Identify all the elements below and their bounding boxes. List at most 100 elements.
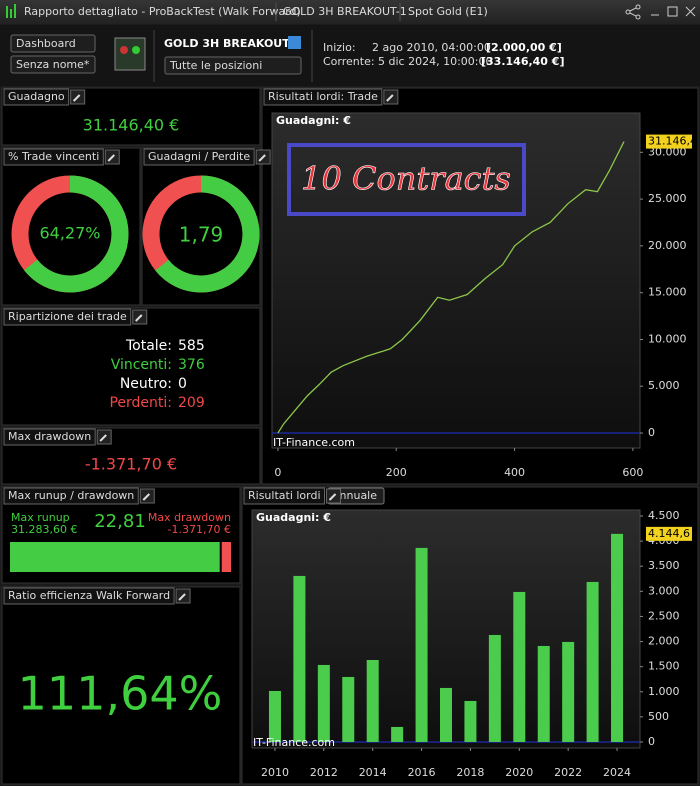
- y-tick-label: 0: [648, 426, 655, 439]
- equity-line: [277, 141, 625, 434]
- window-title: Rapporto dettagliato - ProBackTest (Walk…: [24, 5, 301, 18]
- annotation-box: [287, 143, 526, 216]
- last-value-label: 4.144,6: [648, 527, 690, 540]
- wrench-icon: [72, 94, 81, 102]
- x-tick-label: 2010: [261, 766, 289, 779]
- wrench-icon: [258, 154, 266, 162]
- annotation: 10 Contracts: [301, 160, 511, 198]
- y-tick-label: 10.000: [648, 332, 687, 345]
- x-tick-label: 2024: [603, 766, 631, 779]
- capital: [33.146,40 €]: [481, 55, 564, 68]
- plot-area: [271, 112, 641, 449]
- system-icon[interactable]: [114, 37, 146, 71]
- tab[interactable]: GOLD 3H BREAKOUT-1: [283, 5, 407, 18]
- drawdown-value: -1.371,70 €: [85, 455, 177, 474]
- panel-title: Max runup / drawdown: [8, 489, 134, 502]
- x-tick-label: 400: [504, 466, 525, 479]
- row-value: 585: [178, 338, 205, 354]
- bar: [464, 700, 477, 742]
- x-tick-label: 2020: [505, 766, 533, 779]
- dropdown-label: Senza nome*: [16, 58, 90, 71]
- last-value-label: 31.146,4: [648, 135, 697, 148]
- x-tick-label: 2012: [310, 766, 338, 779]
- bar: [513, 591, 526, 742]
- y-tick-label: 2.000: [648, 635, 680, 648]
- y-tick-label: 500: [648, 710, 669, 723]
- dropdown[interactable]: [164, 56, 302, 75]
- y-tick-label: 0: [648, 735, 655, 748]
- panel-title-box: [143, 148, 255, 166]
- last-value-box: [646, 526, 692, 541]
- y-tick-label: 3.500: [648, 559, 680, 572]
- panel-title: Risultati lordi: [248, 489, 321, 502]
- runup-bar: [10, 542, 220, 572]
- watermark: IT-Finance.com: [253, 736, 335, 749]
- donut-label: 64,27%: [39, 224, 100, 243]
- bar: [391, 726, 404, 742]
- ratio: 22,81: [94, 511, 146, 532]
- row-value: 209: [178, 395, 205, 411]
- bar: [586, 581, 599, 742]
- wrench-icon: [178, 593, 186, 601]
- dropdown[interactable]: [10, 55, 96, 74]
- drawdown-bar: [221, 542, 231, 572]
- y-tick-label: 5.000: [648, 379, 680, 392]
- bar: [537, 645, 550, 742]
- panel-title: Risultati lordi: Trade: [268, 90, 378, 103]
- value: -1.371,70 €: [168, 523, 231, 536]
- dropdown-label: Annuale: [332, 489, 377, 502]
- window-controls[interactable]: [625, 4, 696, 20]
- tab[interactable]: Spot Gold (E1): [408, 5, 488, 18]
- panel-title: Guadagno: [8, 90, 65, 103]
- row-value: 0: [178, 376, 187, 392]
- gain-value: 31.146,40 €: [83, 116, 180, 135]
- panel-title-box: [3, 148, 104, 166]
- dropdown[interactable]: [10, 34, 96, 53]
- y-tick-label: 25.000: [648, 192, 687, 205]
- label: Max runup: [11, 511, 70, 524]
- wrench-icon: [328, 493, 337, 501]
- panel-title: Max drawdown: [8, 430, 91, 443]
- label: Max drawdown: [148, 511, 231, 524]
- icon: [6, 6, 8, 18]
- x-tick-label: 200: [386, 466, 407, 479]
- y-tick-label: 20.000: [648, 239, 687, 252]
- y-tick-label: 1.500: [648, 660, 680, 673]
- panel-title-box: [243, 487, 326, 505]
- bar: [293, 575, 306, 742]
- donut-win: [142, 175, 260, 293]
- donut-win: [11, 175, 129, 293]
- panel-title-box: [3, 308, 132, 326]
- panel-title-box: [3, 428, 96, 446]
- edit-icon[interactable]: [288, 36, 301, 49]
- efficiency-value: 111,64%: [18, 667, 223, 721]
- y-tick-label: 4.500: [648, 509, 680, 522]
- panel-title-box: [3, 487, 139, 505]
- row-label: Totale:: [125, 338, 172, 354]
- system-name: GOLD 3H BREAKOUT-1: [164, 37, 300, 50]
- icon: [14, 4, 16, 18]
- panel-title: Guadagni / Perdite: [148, 150, 250, 163]
- panel-title-box: [263, 88, 383, 106]
- dropdown-label: Dashboard: [16, 37, 76, 50]
- watermark: IT-Finance.com: [273, 436, 355, 449]
- bar: [440, 687, 452, 742]
- row-label: Neutro:: [120, 376, 172, 392]
- icon: [10, 9, 12, 18]
- wrench-icon: [135, 314, 143, 322]
- bar: [366, 659, 379, 742]
- date: 5 dic 2024, 10:00:00: [378, 55, 492, 68]
- panel-title: Ripartizione dei trade: [8, 310, 127, 323]
- date: 2 ago 2010, 04:00:00: [372, 41, 491, 54]
- panel-title: Ratio efficienza Walk Forward: [8, 589, 170, 602]
- value: 31.283,60 €: [11, 523, 77, 536]
- x-tick-label: 2016: [408, 766, 436, 779]
- bar: [342, 676, 355, 742]
- wrench-icon: [142, 493, 150, 501]
- y-tick-label: 1.000: [648, 685, 680, 698]
- donut-label: 1,79: [179, 223, 224, 247]
- panel-title-box: [3, 587, 175, 605]
- dropdown-label: Tutte le posizioni: [169, 59, 262, 72]
